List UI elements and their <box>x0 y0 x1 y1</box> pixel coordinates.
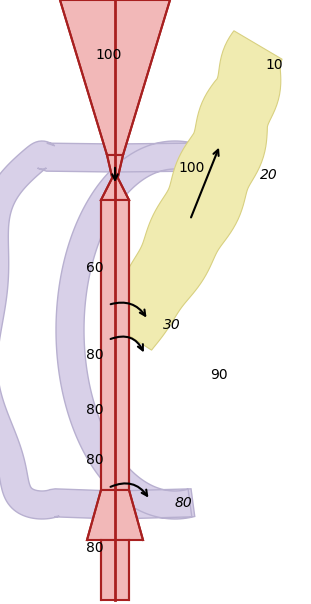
Text: 60: 60 <box>86 261 104 275</box>
Polygon shape <box>101 200 129 490</box>
Text: 10: 10 <box>265 58 283 72</box>
Text: 80: 80 <box>86 403 104 417</box>
Text: 100: 100 <box>95 48 121 62</box>
Polygon shape <box>104 31 282 350</box>
Polygon shape <box>101 155 129 200</box>
Text: 80: 80 <box>175 496 193 510</box>
Polygon shape <box>60 0 170 155</box>
Text: 100: 100 <box>178 161 204 175</box>
Text: 30: 30 <box>163 318 181 332</box>
Text: 80: 80 <box>86 348 104 362</box>
Polygon shape <box>56 141 195 519</box>
Text: 20: 20 <box>260 168 278 182</box>
Text: 80: 80 <box>86 453 104 467</box>
Polygon shape <box>0 141 115 519</box>
Polygon shape <box>101 540 129 600</box>
Text: 80: 80 <box>86 541 104 555</box>
Text: 90: 90 <box>210 368 228 382</box>
Polygon shape <box>87 490 143 540</box>
